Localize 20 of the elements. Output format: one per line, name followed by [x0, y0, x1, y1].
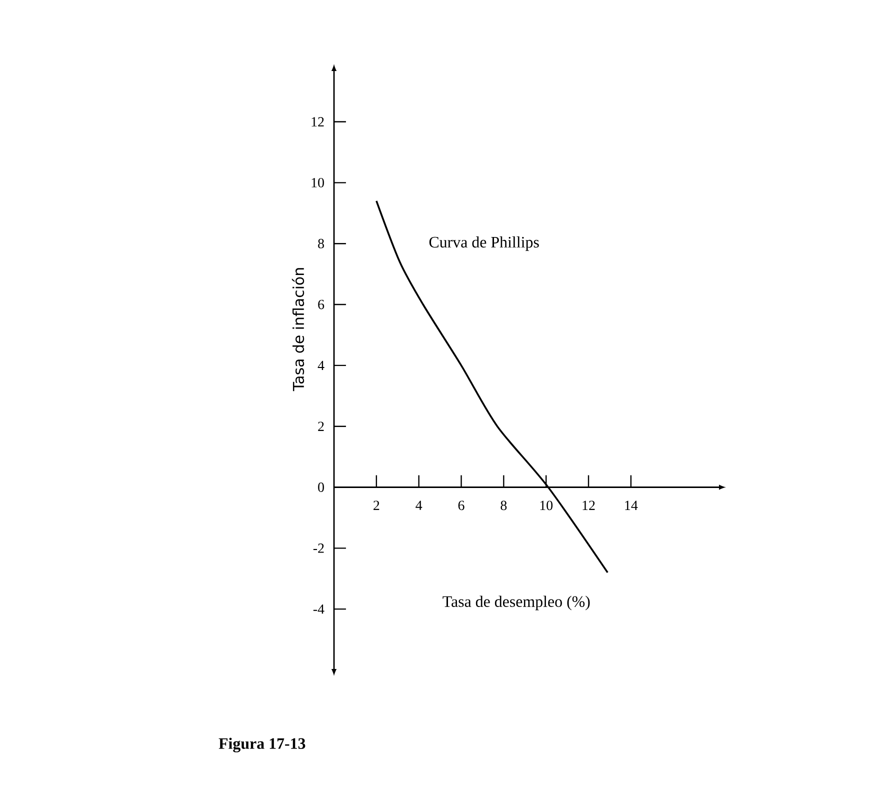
y-tick-label: 2 — [318, 422, 324, 431]
y-tick-label: 0 — [318, 482, 324, 492]
y-tick-label: 10 — [312, 178, 324, 188]
y-tick-label: -4 — [313, 604, 324, 614]
text: Figura 17-13 — [218, 738, 306, 752]
y-tick-label: 8 — [318, 238, 324, 248]
y-tick-label: -2 — [313, 544, 324, 553]
series-label: Curva de Phillips — [429, 236, 539, 251]
y-tick-label: 6 — [318, 300, 324, 310]
x-tick-label: 12 — [582, 500, 595, 510]
x-tick-label: 6 — [458, 500, 464, 510]
x-tick-label: 10 — [540, 500, 553, 510]
x-tick-label: 4 — [416, 500, 422, 510]
y-tick-label: 4 — [318, 360, 324, 370]
x-tick-label: 14 — [625, 500, 638, 510]
y-axis-title: Tasa de inflación — [292, 268, 304, 392]
x-axis-title: Tasa de desempleo (%) — [442, 596, 590, 610]
y-tick-label: 12 — [312, 117, 324, 126]
x-tick-label: 8 — [500, 500, 507, 510]
x-tick-label: 2 — [374, 500, 380, 510]
